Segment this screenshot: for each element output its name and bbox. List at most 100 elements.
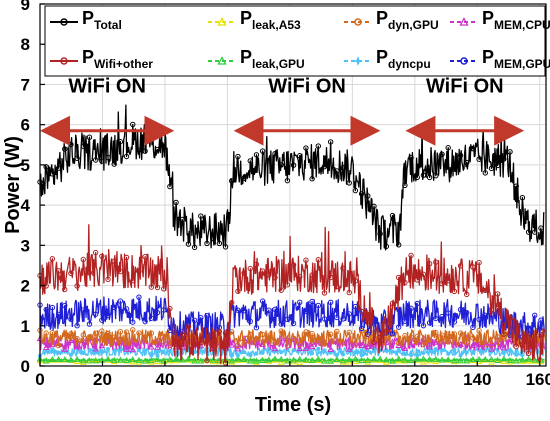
- marker-leakGPU: [110, 356, 118, 363]
- annotation-layer: WiFi ON WiFi ON WiFi ON: [40, 76, 525, 146]
- marker-wifi: [488, 306, 495, 313]
- marker-leakGPU: [302, 356, 310, 363]
- x-tick-label: 120: [401, 370, 429, 389]
- marker-leakGPU: [494, 356, 501, 363]
- marker-total: [525, 229, 532, 235]
- marker-memGPU: [532, 312, 538, 319]
- marker-wifi: [501, 331, 507, 337]
- marker-dyncpu: [353, 350, 358, 355]
- marker-wifi: [130, 278, 136, 284]
- marker-leakGPU: [160, 357, 168, 364]
- marker-dynGPU: [74, 336, 80, 342]
- marker-wifi: [532, 341, 538, 347]
- legend-label: PMEM,GPU: [482, 47, 550, 71]
- marker-wifi: [315, 257, 321, 263]
- marker-dyncpu: [99, 349, 104, 354]
- marker-wifi: [210, 346, 216, 352]
- marker-leakA53: [506, 358, 514, 365]
- marker-memGPU: [433, 315, 439, 322]
- marker-memCPU: [228, 341, 236, 348]
- marker-memCPU: [129, 346, 137, 353]
- marker-dyncpu: [470, 350, 475, 355]
- marker-wifi: [272, 274, 278, 281]
- marker-wifi: [198, 339, 204, 346]
- marker-wifi: [49, 256, 56, 262]
- marker-leakGPU: [284, 357, 291, 364]
- marker-leakA53: [296, 358, 304, 365]
- marker-memGPU: [266, 307, 272, 313]
- marker-dyncpu: [143, 348, 148, 353]
- marker-leakGPU: [277, 355, 285, 362]
- marker-wifi: [358, 308, 365, 315]
- legend-label-main: P: [82, 47, 94, 67]
- marker-leakA53: [253, 358, 260, 365]
- marker-total: [99, 158, 105, 164]
- marker-memGPU: [315, 302, 321, 309]
- marker-total: [241, 175, 247, 181]
- marker-leakGPU: [389, 357, 396, 364]
- marker-memGPU: [278, 321, 284, 327]
- marker-leakGPU: [265, 356, 273, 363]
- marker-dynGPU: [160, 339, 167, 345]
- marker-memGPU: [105, 312, 111, 319]
- marker-leakGPU: [172, 355, 180, 362]
- marker-memCPU: [401, 344, 409, 351]
- marker-dynGPU: [457, 330, 464, 336]
- marker-wifi: [160, 286, 167, 292]
- marker-leakGPU: [339, 357, 347, 364]
- marker-dyncpu: [229, 353, 234, 358]
- legend-box: [44, 5, 546, 77]
- marker-total: [439, 151, 445, 157]
- marker-dynGPU: [55, 342, 62, 349]
- marker-memCPU: [234, 345, 242, 352]
- marker-total: [136, 147, 142, 153]
- marker-wifi: [55, 268, 62, 274]
- marker-leakGPU: [240, 355, 248, 362]
- marker-total: [507, 149, 513, 155]
- marker-memGPU: [482, 312, 488, 318]
- marker-memGPU: [241, 307, 247, 314]
- marker-total: [414, 174, 420, 181]
- marker-total: [198, 213, 204, 219]
- marker-wifi: [247, 265, 253, 272]
- legend-item-leakGPU: Pleak,GPU: [208, 47, 305, 71]
- marker-memGPU: [49, 304, 56, 311]
- marker-memCPU: [296, 345, 304, 352]
- marker-leakGPU: [290, 356, 297, 363]
- marker-memGPU: [99, 317, 105, 323]
- marker-total: [123, 153, 130, 160]
- marker-leakGPU: [451, 357, 458, 364]
- legend-marker: [459, 17, 469, 26]
- marker-total: [290, 162, 297, 168]
- marker-memGPU: [389, 331, 396, 337]
- marker-leakGPU: [314, 355, 322, 362]
- marker-leakGPU: [531, 356, 539, 363]
- marker-total: [259, 148, 266, 154]
- marker-dynGPU: [266, 335, 272, 342]
- series-line-wifi: [39, 224, 546, 364]
- marker-dyncpu: [316, 346, 321, 351]
- marker-memCPU: [147, 343, 155, 350]
- legend-label: Pleak,A53: [240, 8, 301, 32]
- marker-leakGPU: [141, 357, 149, 364]
- marker-wifi: [309, 272, 315, 278]
- marker-total: [389, 212, 396, 219]
- marker-leakGPU: [444, 356, 452, 363]
- x-tick-label: 40: [155, 370, 174, 389]
- marker-leakGPU: [506, 356, 514, 363]
- marker-dyncpu: [341, 352, 346, 357]
- legend-marker: [354, 18, 362, 26]
- marker-total: [482, 170, 488, 176]
- marker-memGPU: [123, 306, 130, 312]
- marker-leakGPU: [413, 355, 421, 362]
- marker-dynGPU: [309, 331, 315, 337]
- marker-leakGPU: [79, 357, 87, 364]
- marker-dynGPU: [494, 334, 501, 340]
- legend-marker: [353, 56, 363, 66]
- marker-total: [426, 174, 433, 181]
- marker-dynGPU: [111, 334, 117, 340]
- marker-total: [62, 146, 68, 152]
- marker-dyncpu: [439, 348, 444, 353]
- marker-total: [501, 156, 507, 162]
- marker-memCPU: [98, 342, 106, 349]
